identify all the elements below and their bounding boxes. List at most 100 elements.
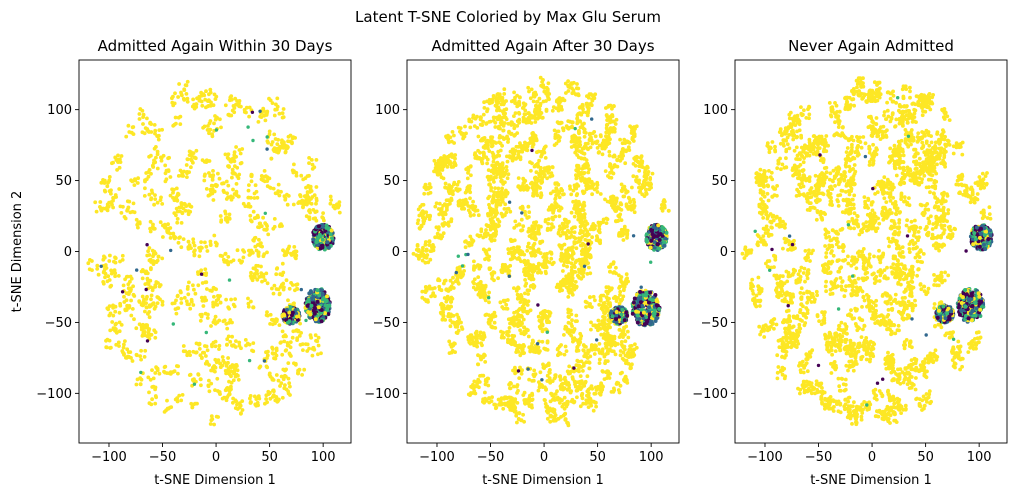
scatter-point <box>131 201 136 206</box>
scatter-point <box>186 284 190 289</box>
scatter-point <box>566 310 571 315</box>
scatter-point <box>254 189 259 194</box>
scatter-point <box>549 250 554 255</box>
scatter-point <box>519 228 524 233</box>
scatter-point <box>148 226 153 231</box>
scatter-point <box>570 120 575 125</box>
scatter-point <box>295 336 300 340</box>
scatter-point <box>538 195 543 200</box>
scatter-point <box>535 150 539 155</box>
scatter-point <box>149 267 153 272</box>
scatter-point <box>614 265 618 270</box>
scatter-point <box>145 281 150 286</box>
scatter-point <box>549 222 554 227</box>
scatter-point <box>209 189 213 194</box>
scatter-point <box>600 387 605 392</box>
scatter-point <box>576 92 581 96</box>
scatter-point <box>517 318 522 323</box>
scatter-point <box>555 120 560 124</box>
scatter-point <box>233 374 238 379</box>
scatter-point <box>291 170 296 175</box>
scatter-point <box>517 411 522 416</box>
scatter-point <box>440 307 445 311</box>
scatter-point <box>625 233 629 238</box>
scatter-point <box>301 348 305 352</box>
scatter-point <box>281 107 286 111</box>
scatter-point <box>630 207 635 212</box>
scatter-point <box>149 153 153 158</box>
scatter-point <box>255 396 260 400</box>
scatter-point <box>102 267 107 272</box>
scatter-point <box>228 98 232 103</box>
scatter-point <box>181 237 186 242</box>
scatter-point <box>425 253 430 257</box>
scatter-point <box>522 143 526 148</box>
scatter-point <box>118 301 122 306</box>
scatter-point <box>111 205 115 210</box>
scatter-point <box>487 396 491 400</box>
scatter-point <box>578 331 583 336</box>
scatter-point <box>176 191 180 196</box>
scatter-point <box>593 391 598 396</box>
scatter-point <box>493 175 497 179</box>
scatter-point <box>184 299 189 304</box>
scatter-point <box>201 304 206 308</box>
scatter-point <box>599 293 604 298</box>
scatter-point <box>552 128 557 133</box>
scatter-point <box>192 378 196 382</box>
scatter-point <box>225 220 230 224</box>
scatter-point <box>227 392 232 397</box>
scatter-point <box>298 194 303 199</box>
scatter-point <box>487 290 491 295</box>
scatter-point <box>265 139 270 144</box>
scatter-point <box>272 148 276 152</box>
scatter-point <box>584 305 588 309</box>
scatter-point <box>204 89 208 94</box>
scatter-point <box>284 348 289 352</box>
scatter-point <box>603 169 608 174</box>
scatter-point <box>558 374 562 378</box>
scatter-point <box>316 305 321 310</box>
scatter-point <box>188 353 193 357</box>
scatter-point <box>483 390 487 395</box>
scatter-point <box>263 211 267 215</box>
scatter-point <box>469 173 473 178</box>
scatter-point <box>148 377 153 382</box>
scatter-point <box>288 133 293 138</box>
scatter-point <box>545 373 550 378</box>
scatter-point <box>575 116 579 121</box>
scatter-point <box>516 313 521 318</box>
scatter-point <box>117 165 122 170</box>
scatter-point <box>263 118 268 123</box>
scatter-point <box>138 354 143 358</box>
scatter-point <box>458 129 462 134</box>
scatter-point <box>619 342 624 347</box>
scatter-point <box>495 108 499 113</box>
scatter-point <box>211 368 216 373</box>
scatter-point <box>213 314 218 319</box>
scatter-point <box>203 280 208 285</box>
scatter-point <box>575 395 579 400</box>
scatter-point <box>314 240 319 245</box>
scatter-point <box>172 301 177 305</box>
scatter-point <box>146 249 151 254</box>
scatter-point <box>261 215 265 220</box>
scatter-point <box>155 149 160 154</box>
scatter-point <box>553 196 558 201</box>
scatter-point <box>110 320 115 324</box>
scatter-point <box>112 268 117 273</box>
scatter-point <box>235 165 240 170</box>
scatter-point <box>200 103 205 108</box>
scatter-point <box>119 154 124 158</box>
scatter-point <box>182 87 187 92</box>
scatter-point <box>511 245 516 250</box>
scatter-point <box>155 258 160 263</box>
scatter-point <box>199 90 204 95</box>
scatter-point <box>618 298 623 302</box>
scatter-point <box>312 193 317 198</box>
scatter-point <box>606 174 610 178</box>
scatter-point <box>590 305 594 309</box>
scatter-point <box>142 131 147 136</box>
scatter-point <box>541 362 545 367</box>
scatter-point <box>193 155 197 160</box>
